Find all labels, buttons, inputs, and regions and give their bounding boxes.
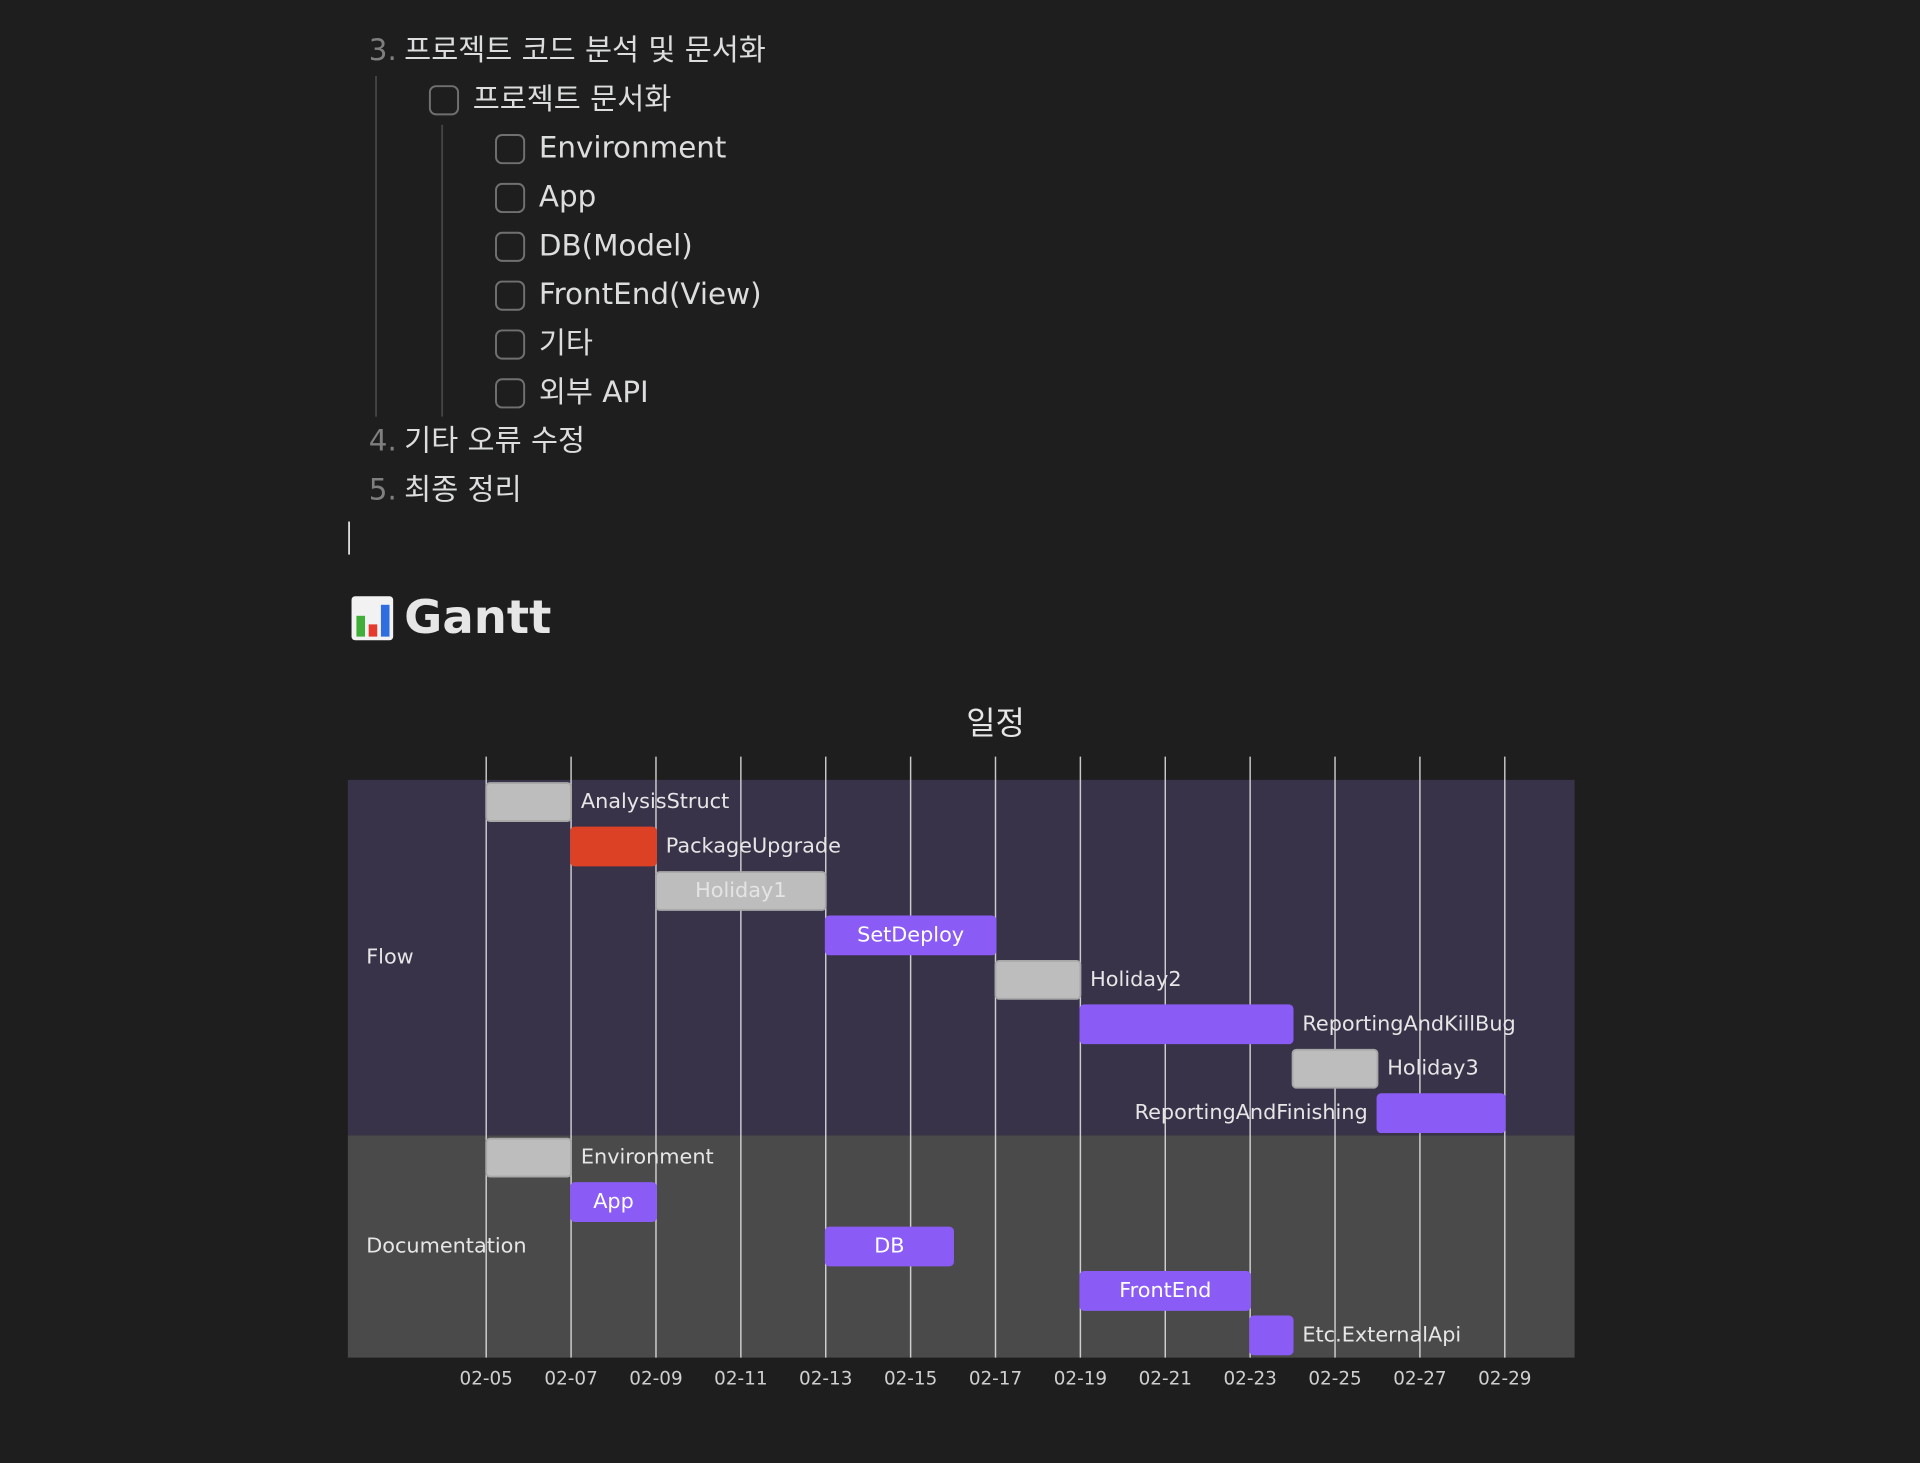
section-label: Flow xyxy=(366,945,413,969)
x-tick-label: 02-23 xyxy=(1223,1369,1276,1390)
task-bar xyxy=(570,1182,657,1222)
checkbox[interactable] xyxy=(495,329,526,360)
task-bar xyxy=(1079,1271,1252,1311)
task-label: Holiday3 xyxy=(1387,1056,1478,1080)
chart-emoji xyxy=(351,596,394,641)
task-bar xyxy=(1079,1004,1294,1045)
section-label: Documentation xyxy=(366,1233,526,1257)
x-tick-label: 02-07 xyxy=(544,1369,597,1390)
task-bar xyxy=(655,871,827,911)
task-bar xyxy=(824,1226,954,1267)
task-label: SetDeploy xyxy=(857,922,964,946)
x-tick-label: 02-21 xyxy=(1139,1369,1192,1390)
x-tick-label: 02-09 xyxy=(629,1369,682,1390)
x-tick-label: 02-25 xyxy=(1308,1369,1361,1390)
heading: Gantt xyxy=(404,590,551,644)
task-label: PackageUpgrade xyxy=(666,834,841,858)
x-tick-label: 02-17 xyxy=(969,1369,1022,1390)
x-tick-label: 02-15 xyxy=(884,1369,937,1390)
list-item: FrontEnd(View) xyxy=(539,277,762,311)
list-number: 4. xyxy=(369,424,397,458)
list-item: App xyxy=(539,179,596,213)
checkbox[interactable] xyxy=(495,280,526,311)
list-item: Environment xyxy=(539,131,727,165)
section-band xyxy=(347,779,1575,1136)
task-label: App xyxy=(593,1189,634,1213)
checkbox[interactable] xyxy=(495,231,526,262)
task-bar xyxy=(1376,1093,1506,1134)
list-item: 기타 xyxy=(539,326,593,360)
list-item: DB(Model) xyxy=(539,228,693,262)
list-item: 외부 API xyxy=(539,375,649,409)
chart-title: 일정 xyxy=(966,704,1025,742)
list-item: 기타 오류 수정 xyxy=(404,424,585,458)
task-label: DB xyxy=(874,1233,904,1257)
task-bar xyxy=(485,782,573,822)
list-number: 3. xyxy=(369,33,397,67)
x-tick-label: 02-11 xyxy=(714,1369,767,1390)
x-tick-label: 02-13 xyxy=(799,1369,852,1390)
task-bar xyxy=(570,826,657,867)
task-bar xyxy=(1291,1048,1379,1089)
list-item: 프로젝트 문서화 xyxy=(473,82,672,116)
task-label: Environment xyxy=(581,1145,714,1169)
checkbox[interactable] xyxy=(495,134,526,165)
checkbox[interactable] xyxy=(495,378,526,409)
list-item: 최종 정리 xyxy=(404,473,521,507)
checkbox[interactable] xyxy=(495,182,526,214)
x-tick-label: 02-19 xyxy=(1054,1369,1107,1390)
task-bar xyxy=(485,1137,573,1178)
checkbox[interactable] xyxy=(428,85,460,116)
list-item: 프로젝트 코드 분석 및 문서화 xyxy=(404,33,766,67)
list-number: 5. xyxy=(369,473,397,507)
x-tick-label: 02-29 xyxy=(1478,1369,1531,1390)
task-label: ReportingAndFinishing xyxy=(1135,1100,1368,1124)
gantt-chart: Flow Documentation 02-05 02-07 02-09 02-11 02-… xyxy=(347,756,1575,1390)
x-tick-label: 02-27 xyxy=(1393,1369,1446,1390)
task-label: Holiday2 xyxy=(1090,967,1181,991)
task-label: FrontEnd xyxy=(1119,1278,1211,1302)
x-tick-label: 02-05 xyxy=(460,1369,513,1390)
task-label: Etc.ExternalApi xyxy=(1302,1322,1461,1346)
task-label: AnalysisStruct xyxy=(581,789,729,813)
task-bar xyxy=(994,959,1082,1000)
task-label: Holiday1 xyxy=(695,878,786,902)
task-bar xyxy=(1249,1315,1294,1356)
task-bar xyxy=(824,915,997,956)
task-label: ReportingAndKillBug xyxy=(1302,1011,1515,1035)
